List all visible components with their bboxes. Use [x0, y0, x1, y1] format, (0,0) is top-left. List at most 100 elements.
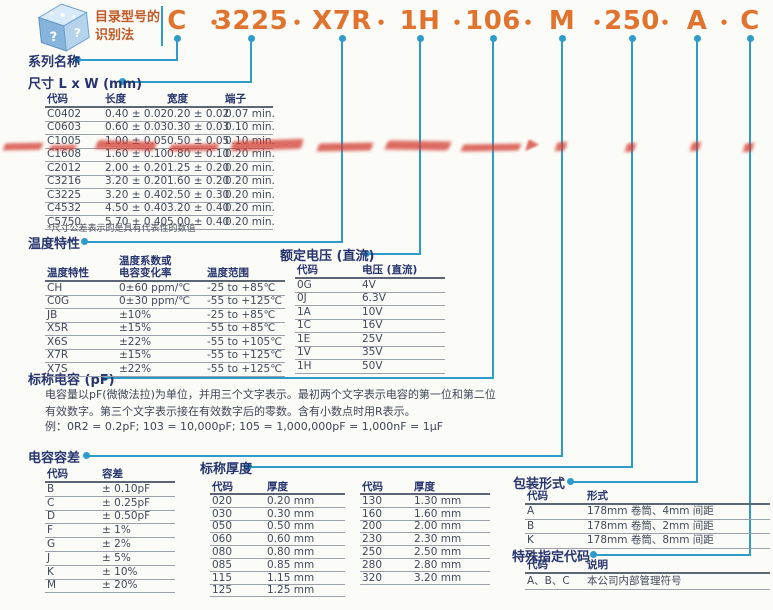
table-row: K ± 10% — [45, 565, 175, 580]
table-row: 080 0.80 mm — [210, 545, 345, 559]
table-row: 1C 16V — [295, 319, 445, 333]
connector-line-series — [176, 41, 178, 61]
table-row: C1608 1.60 ± 0.10 0.80 ± 0.10 0.20 min. — [45, 148, 275, 162]
table-row: 160 1.60 mm — [360, 507, 490, 521]
table-row: 0J 6.3V — [295, 292, 445, 306]
table-row: K 178mm 卷筒、8mm 间距 — [525, 533, 770, 549]
table-row: JB ±10% -25 to +85℃ — [45, 308, 285, 323]
connector-line-size — [250, 41, 252, 83]
table-row: 250 2.50 mm — [360, 545, 490, 559]
svg-text:?: ? — [74, 26, 81, 40]
table-header-row: 代码 厚度 — [210, 481, 345, 495]
table-row: G ± 2% — [45, 537, 175, 552]
connector-dot — [628, 34, 636, 42]
table-row: C5750 5.70 ± 0.40 5.00 ± 0.40 0.20 min. — [45, 215, 275, 230]
table-row: M ± 20% — [45, 579, 175, 594]
part-segment-voltage: 1H — [399, 6, 441, 36]
connector-line-thickness — [631, 41, 633, 468]
table-row: 1A 10V — [295, 305, 445, 320]
table-row: A 178mm 卷筒、4mm 间距 — [525, 504, 770, 520]
connector-dot — [746, 34, 754, 42]
packaging-table: 代码 形式 A 178mm 卷筒、4mm 间距 B 178mm 卷筒、2mm 间… — [525, 490, 770, 549]
table-row: C ± 0.25pF — [45, 496, 175, 511]
table-row: C1005 1.00 ± 0.05 0.50 ± 0.05 0.10 min. — [45, 134, 275, 149]
connector-line-tolerance — [561, 41, 563, 457]
connector-dot — [558, 34, 566, 42]
connector-line-temperature — [341, 41, 343, 243]
table-header-row: 代码 电压 (直流) — [295, 264, 445, 279]
section-title-capacitance: 标称电容 (pF) — [28, 373, 115, 388]
thickness-table-right: 代码 厚度 130 1.30 mm 160 1.60 mm 200 2.00 m… — [360, 481, 490, 585]
table-row: X7S ±22% -55 to +125℃ — [45, 362, 285, 377]
tolerance-table: 代码 容差 B ± 0.10pF C ± 0.25pF D ± 0.50pF F… — [45, 468, 175, 594]
part-separator: • — [452, 14, 462, 32]
connector-line-size — [122, 81, 252, 83]
section-title-thickness: 标称厚度 — [200, 462, 253, 477]
section-title-size: 尺寸 L x W (mm) — [28, 77, 143, 92]
part-segment-special: C — [740, 6, 760, 36]
table-row: C0603 0.60 ± 0.03 0.30 ± 0.03 0.10 min. — [45, 121, 275, 135]
table-row: 130 1.30 mm — [360, 494, 490, 508]
thickness-table-left: 代码 厚度 020 0.20 mm 030 0.30 mm 050 0.50 m… — [210, 481, 345, 598]
table-row: X7R ±15% -55 to +125℃ — [45, 349, 285, 364]
table-row: X6S ±22% -55 to +105℃ — [45, 335, 285, 350]
part-separator: • — [292, 14, 302, 32]
table-row: 060 0.60 mm — [210, 532, 345, 547]
part-separator: • — [592, 14, 602, 32]
section-title-packaging: 包装形式 — [513, 477, 566, 492]
part-segment-tempchar: X7R — [312, 6, 372, 36]
connector-dot — [82, 451, 90, 459]
part-separator: • — [376, 14, 386, 32]
connector-line-packaging — [570, 481, 698, 483]
connector-dot — [244, 462, 252, 470]
connector-dot — [73, 55, 81, 63]
part-segment-packaging: A — [686, 6, 708, 36]
table-header-row: 代码 厚度 — [360, 481, 490, 495]
connector-line-special — [593, 554, 751, 556]
table-row: B ± 0.10pF — [45, 482, 175, 497]
connector-dot — [100, 373, 108, 381]
part-segment-capacitance: 106 — [465, 6, 521, 36]
part-separator: • — [209, 14, 219, 32]
part-segment-thickness: 250 — [604, 6, 660, 36]
table-header-row: 代码 形式 — [525, 490, 770, 505]
connector-line-capacitance — [492, 41, 494, 379]
connector-line-capacitance — [104, 377, 494, 379]
section-title-tolerance: 电容容差 — [28, 451, 81, 466]
connector-line-special — [749, 41, 751, 556]
part-segment-size: 3225 — [213, 6, 289, 36]
table-row: 085 0.85 mm — [210, 558, 345, 572]
table-row: 1V 35V — [295, 346, 445, 360]
table-row: 320 3.20 mm — [360, 571, 490, 585]
table-row: CH 0±60 ppm/℃ -25 to +85℃ — [45, 281, 285, 296]
capacitance-description: 电容量以pF(微微法拉)为单位，并用三个文字表示。最初两个文字表示电容的第一位和… — [45, 388, 496, 418]
part-separator: • — [660, 14, 670, 32]
table-row: 030 0.30 mm — [210, 507, 345, 521]
table-row: X5R ±15% -55 to +85℃ — [45, 322, 285, 337]
connector-line-thickness — [248, 466, 633, 468]
table-row: F ± 1% — [45, 523, 175, 539]
table-row: C2012 2.00 ± 0.20 1.25 ± 0.20 0.20 min. — [45, 161, 275, 176]
size-table: 代码 长度 宽度 端子 C0402 0.40 ± 0.02 0.20 ± 0.0… — [45, 93, 275, 230]
section-title-voltage: 额定电压 (直流) — [280, 249, 375, 264]
voltage-table: 代码 电压 (直流) 0G 4V 0J 6.3V 1A 10V 1C 16V 1… — [295, 264, 445, 374]
table-row: 200 2.00 mm — [360, 520, 490, 534]
table-row: B 178mm 卷筒、2mm 间距 — [525, 519, 770, 534]
connector-line-temperature — [84, 241, 343, 243]
table-row: 125 1.25 mm — [210, 584, 345, 598]
table-row: C3216 3.20 ± 0.20 1.60 ± 0.20 0.20 min. — [45, 175, 275, 189]
size-footnote: *尺寸公差表示的是具有代表性的数值 — [47, 224, 196, 234]
connector-dot — [489, 34, 497, 42]
connector-dot — [362, 249, 370, 257]
table-header-row: 代码 长度 宽度 端子 — [45, 93, 273, 108]
temperature-table: 温度特性 温度系数或 电容变化率 温度范围 CH 0±60 ppm/℃ -25 … — [45, 254, 285, 377]
connector-line-voltage — [366, 253, 421, 255]
connector-dot — [693, 34, 701, 42]
connector-dot — [566, 477, 574, 485]
connector-dot — [416, 34, 424, 42]
section-title-temperature: 温度特性 — [28, 237, 81, 252]
table-row: J ± 5% — [45, 551, 175, 566]
table-row: 1H 50V — [295, 359, 445, 374]
page-title-line1: 目录型号的 — [95, 10, 161, 25]
